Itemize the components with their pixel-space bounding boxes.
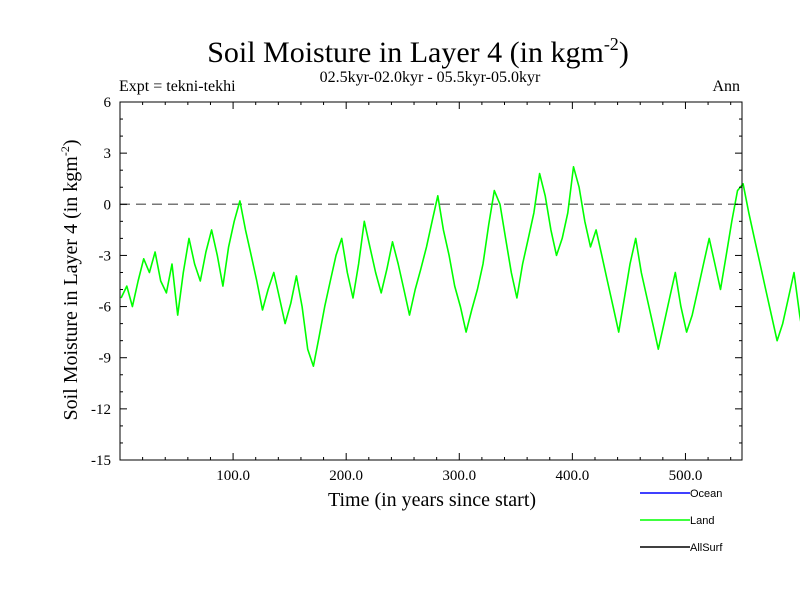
- chart-title-sup: -2: [604, 34, 619, 54]
- series-line-land: [120, 166, 800, 368]
- legend: Ocean Land AllSurf: [640, 488, 723, 554]
- y-axis-label: Soil Moisture in Layer 4 (in kgm-2): [58, 139, 82, 420]
- plot-area: [120, 166, 800, 368]
- expt-label: Expt = tekni-tekhi: [119, 78, 236, 95]
- plot-frame: [119, 101, 743, 461]
- x-tick-label: 100.0: [216, 468, 250, 484]
- chart-title-close: ): [619, 36, 629, 69]
- y-tick-label: -6: [99, 300, 112, 316]
- y-tick-label: -9: [99, 351, 112, 367]
- y-tick-label: -3: [99, 248, 112, 264]
- chart-title: Soil Moisture in Layer 4 (in kgm-2): [207, 34, 629, 69]
- axes: 6 3 0 -3 -6 -9 -12 -15 100.0 200.0 300.0 400.0 500.0: [91, 95, 743, 484]
- legend-label-land: Land: [690, 515, 714, 527]
- season-label: Ann: [712, 78, 740, 95]
- x-tick-label: 500.0: [669, 468, 703, 484]
- legend-label-ocean: Ocean: [690, 488, 722, 500]
- x-tick-label: 300.0: [442, 468, 476, 484]
- y-axis-label-close: ): [60, 139, 82, 146]
- y-axis-label-sup: -2: [58, 146, 72, 156]
- y-tick-label: -15: [91, 453, 111, 469]
- chart-subtitle: 02.5kyr-02.0kyr - 05.5kyr-05.0kyr: [320, 69, 541, 86]
- y-tick-label: 3: [104, 146, 112, 162]
- x-axis-label: Time (in years since start): [328, 489, 536, 511]
- chart-title-main: Soil Moisture in Layer 4 (in kgm: [207, 36, 604, 69]
- legend-label-allsurf: AllSurf: [690, 542, 723, 554]
- y-tick-label: -12: [91, 402, 111, 418]
- x-tick-label: 200.0: [329, 468, 363, 484]
- y-tick-label: 0: [104, 197, 112, 213]
- x-tick-label: 400.0: [555, 468, 589, 484]
- y-tick-label: 6: [104, 95, 112, 111]
- y-axis-label-main: Soil Moisture in Layer 4 (in kgm: [60, 156, 82, 421]
